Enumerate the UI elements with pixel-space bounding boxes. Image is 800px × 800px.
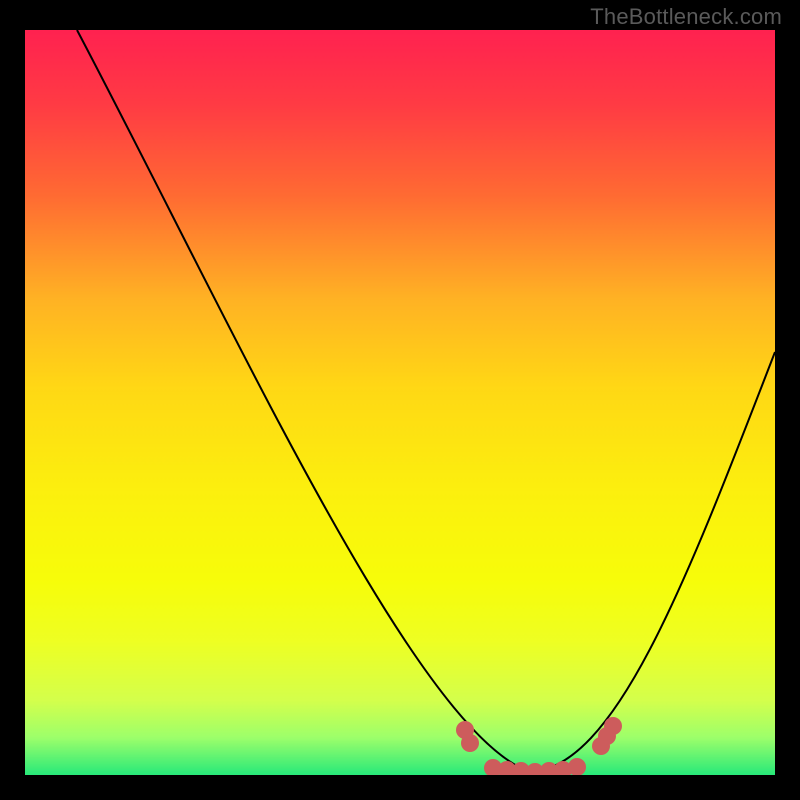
chart-plot-area [25,30,775,775]
watermark-text: TheBottleneck.com [590,4,782,30]
chart-gradient-background [25,30,775,775]
